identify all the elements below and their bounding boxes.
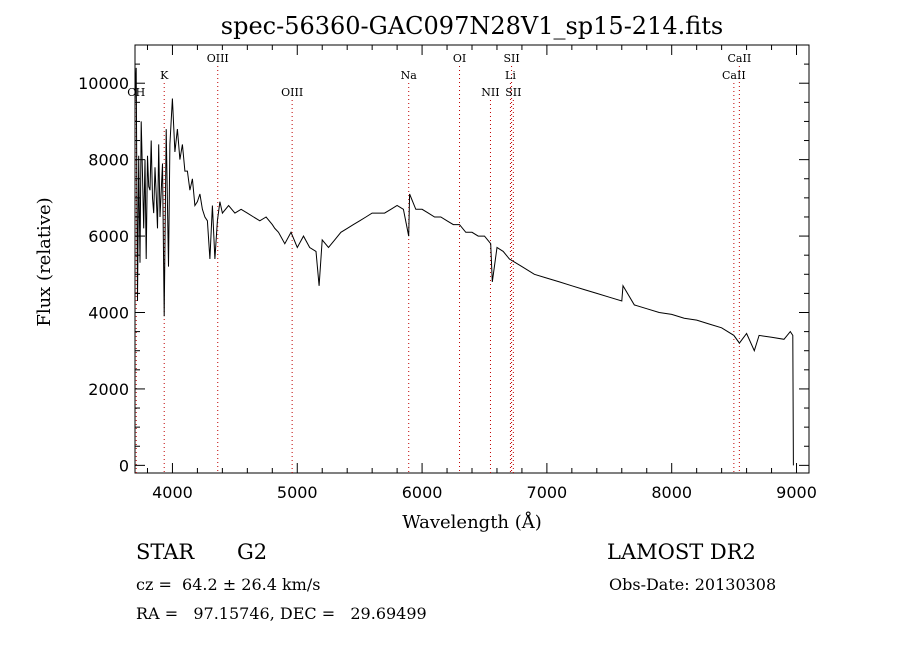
- redshift-text: cz = 64.2 ± 26.4 km/s: [136, 575, 321, 594]
- spectral-line-label: OI: [453, 52, 466, 65]
- spectrum-line: [134, 67, 794, 466]
- x-tick-label: 7000: [527, 483, 568, 502]
- x-tick-label: 4000: [152, 483, 193, 502]
- y-axis-ticks: 0 2000 4000 6000 8000 10000: [78, 63, 809, 475]
- spectral-line-label: Li: [505, 69, 516, 82]
- spectral-line-label: SII: [503, 52, 519, 65]
- x-tick-label: 6000: [402, 483, 443, 502]
- obs-date: Obs-Date: 20130308: [609, 575, 777, 594]
- y-tick-label: 2000: [88, 380, 129, 399]
- spectral-line-label: SII: [505, 86, 521, 99]
- x-tick-label: 5000: [277, 483, 318, 502]
- y-tick-label: 10000: [78, 74, 129, 93]
- y-tick-label: 6000: [88, 227, 129, 246]
- x-tick-label: 9000: [776, 483, 817, 502]
- y-tick-label: 0: [119, 456, 129, 475]
- plot-frame: [134, 44, 810, 474]
- chart-title: spec-56360-GAC097N28V1_sp15-214.fits: [221, 12, 723, 40]
- object-type: STAR: [136, 540, 195, 564]
- y-axis-label: Flux (relative): [34, 197, 55, 326]
- spectral-line-label: OIII: [281, 86, 303, 99]
- spectral-line-label: CaII: [728, 52, 752, 65]
- coordinates: RA = 97.15746, DEC = 29.69499: [136, 604, 427, 623]
- spectral-line-label: CaII: [722, 69, 746, 82]
- x-axis-ticks: 4000 5000 6000 7000 8000 9000: [146, 45, 817, 502]
- x-tick-label: 8000: [651, 483, 692, 502]
- y-tick-label: 8000: [88, 151, 129, 170]
- spectral-line-label: NII: [481, 86, 499, 99]
- spectral-line-label: Na: [401, 69, 418, 82]
- spectral-line-label: K: [160, 69, 169, 82]
- survey-name: LAMOST DR2: [607, 540, 756, 564]
- spectral-line-label: OIII: [207, 52, 229, 65]
- y-tick-label: 4000: [88, 304, 129, 323]
- object-subclass: G2: [237, 540, 268, 564]
- x-axis-label: Wavelength (Å): [402, 511, 542, 533]
